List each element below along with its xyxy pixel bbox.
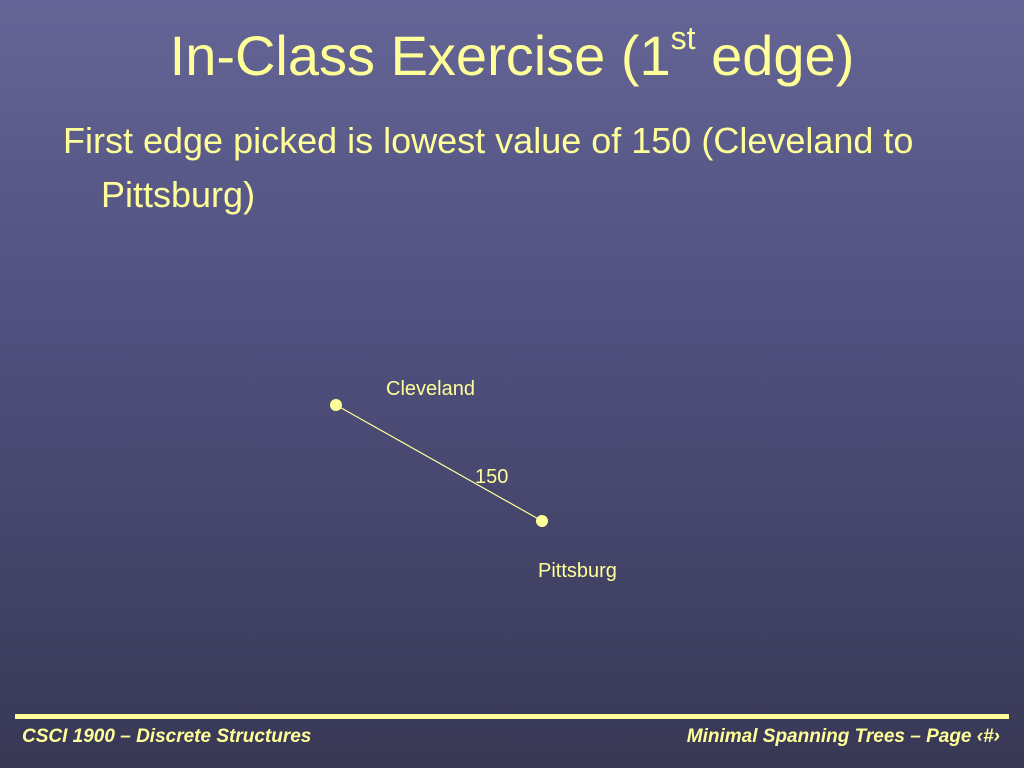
footer-page: Minimal Spanning Trees – Page ‹#› [686,726,1000,747]
title-end-text: edge) [695,24,855,87]
node-label-pittsburg: Pittsburg [538,560,617,582]
node-label-cleveland: Cleveland [386,378,475,400]
slide-title: In-Class Exercise (1st edge) [0,20,1024,92]
edge-cleveland-pittsburg [335,404,543,522]
bullet-point: First edge picked is lowest value of 150… [63,120,914,215]
node-pittsburg [536,515,548,527]
title-main-text: In-Class Exercise (1 [169,24,671,87]
edge-weight-label: 150 [475,466,509,488]
footer-divider [15,714,1009,719]
footer-course: CSCI 1900 – Discrete Structures [22,726,312,747]
title-superscript: st [670,20,696,57]
node-cleveland [330,399,342,411]
